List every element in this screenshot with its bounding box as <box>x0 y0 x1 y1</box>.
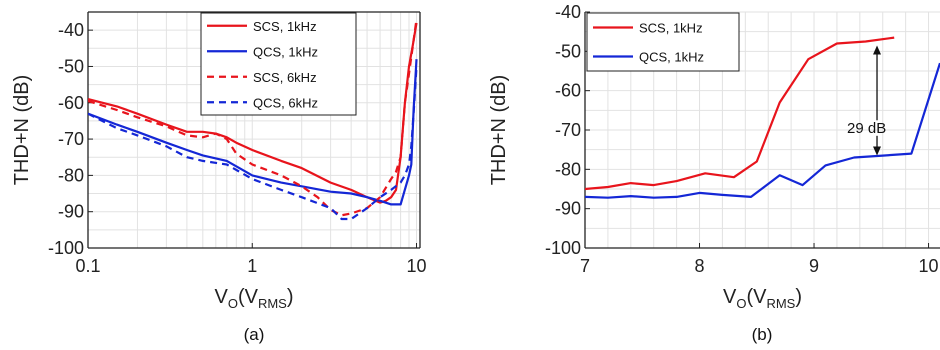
x-tick-label: 0.1 <box>75 256 100 276</box>
x-label-unit-open: (V <box>746 286 767 308</box>
x-label-base: V <box>723 286 737 308</box>
series-group <box>88 19 418 221</box>
series-line-qcs-6khz <box>88 66 418 221</box>
x-tick-label: 8 <box>695 256 705 276</box>
series-line-qcs-1khz <box>585 62 940 199</box>
x-label-subscript: O <box>228 296 238 311</box>
y-tick-label: -60 <box>58 93 84 113</box>
legend: SCS, 1kHz QCS, 1kHz SCS, 6kHz QCS, 6kHz <box>200 12 357 116</box>
legend-label: SCS, 6kHz <box>253 70 317 85</box>
x-label-unit-subscript: RMS <box>766 296 795 311</box>
x-tick-label: 1 <box>247 256 257 276</box>
legend-label: QCS, 1kHz <box>253 44 318 59</box>
x-label-unit-close: ) <box>795 286 802 308</box>
x-label-unit-close: ) <box>287 286 294 308</box>
annotation-label: 29 dB <box>847 120 886 137</box>
legend-label: QCS, 6kHz <box>253 95 318 110</box>
series-line-qcs-1khz <box>88 59 418 206</box>
y-tick-label: -40 <box>555 2 581 22</box>
y-tick-label: -80 <box>58 165 84 185</box>
x-axis-label: VO(VRMS) <box>214 286 293 311</box>
annotation-arrow-up <box>873 45 882 55</box>
panel-caption: (b) <box>752 325 773 344</box>
y-tick-label: -90 <box>555 199 581 219</box>
x-label-unit-subscript: RMS <box>258 296 287 311</box>
y-tick-label: -60 <box>555 81 581 101</box>
y-tick-label: -100 <box>545 238 581 258</box>
x-tick-label: 7 <box>580 256 590 276</box>
y-tick-label: -90 <box>58 202 84 222</box>
y-tick-label: -70 <box>555 120 581 140</box>
series-line-scs-6khz <box>88 19 418 217</box>
annotation-arrow-down <box>873 146 882 156</box>
x-axis-label: VO(VRMS) <box>723 286 802 311</box>
y-tick-label: -80 <box>555 159 581 179</box>
series-group <box>585 36 940 199</box>
y-axis-label: THD+N (dB) <box>488 75 510 186</box>
y-tick-label: -40 <box>58 20 84 40</box>
x-tick-label: 10 <box>919 256 939 276</box>
x-tick-label: 9 <box>809 256 819 276</box>
legend-label: SCS, 1kHz <box>253 19 317 34</box>
x-tick-label: 10 <box>407 256 427 276</box>
series-line-scs-1khz <box>585 36 895 191</box>
x-label-unit-open: (V <box>238 286 259 308</box>
y-tick-label: -50 <box>555 41 581 61</box>
legend-label: SCS, 1kHz <box>639 21 703 36</box>
y-tick-label: -50 <box>58 56 84 76</box>
panel-caption: (a) <box>244 325 265 344</box>
legend-box <box>586 12 740 72</box>
legend: SCS, 1kHz QCS, 1kHz <box>586 12 740 72</box>
x-label-base: V <box>214 286 228 308</box>
y-tick-label: -100 <box>48 238 84 258</box>
y-tick-label: -70 <box>58 129 84 149</box>
x-label-subscript: O <box>736 296 746 311</box>
y-axis-label: THD+N (dB) <box>11 75 33 186</box>
legend-box <box>200 12 357 116</box>
legend-label: QCS, 1kHz <box>639 50 704 65</box>
